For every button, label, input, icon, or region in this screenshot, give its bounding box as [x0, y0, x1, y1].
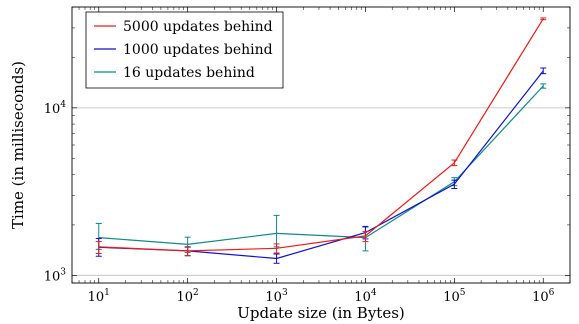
- x-tick-exponent: 5: [460, 288, 466, 298]
- x-tick-exponent: 4: [371, 288, 377, 298]
- y-tick-label: 103: [44, 267, 67, 284]
- x-tick-label: 103: [265, 288, 288, 305]
- x-tick-label: 106: [532, 288, 555, 305]
- x-tick-label: 104: [354, 288, 377, 305]
- y-tick-base: 10: [44, 102, 61, 117]
- x-tick-label: 101: [88, 288, 110, 305]
- legend-label: 16 updates behind: [123, 65, 255, 81]
- x-tick-base: 10: [354, 290, 371, 305]
- y-axis-label: Time (in milliseconds): [9, 61, 27, 229]
- legend: 5000 updates behind 1000 updates behind 16…: [85, 11, 284, 89]
- x-tick-base: 10: [177, 290, 194, 305]
- x-tick-base: 10: [532, 290, 549, 305]
- legend-label: 5000 updates behind: [123, 19, 273, 35]
- plot-series: [95, 17, 547, 264]
- x-tick-exponent: 6: [549, 288, 555, 298]
- x-tick-base: 10: [443, 290, 460, 305]
- series-line: [98, 70, 544, 260]
- x-axis-label: Update size (in Bytes): [237, 304, 405, 322]
- x-tick-base: 10: [265, 290, 282, 305]
- legend-box: [85, 11, 284, 89]
- x-tick-exponent: 2: [193, 288, 199, 298]
- x-tick-base: 10: [88, 290, 105, 305]
- y-tick-exponent: 4: [60, 100, 66, 110]
- y-tick-label: 104: [44, 100, 67, 117]
- legend-label: 1000 updates behind: [123, 42, 273, 58]
- x-tick-exponent: 3: [282, 288, 288, 298]
- series-line: [98, 85, 544, 246]
- x-tick-exponent: 1: [104, 288, 110, 298]
- x-tick-label: 102: [177, 288, 199, 305]
- grid-lines: [72, 107, 570, 276]
- x-tick-label: 105: [443, 288, 466, 305]
- y-tick-exponent: 3: [60, 267, 66, 277]
- series-line: [98, 18, 544, 252]
- y-tick-base: 10: [44, 269, 61, 284]
